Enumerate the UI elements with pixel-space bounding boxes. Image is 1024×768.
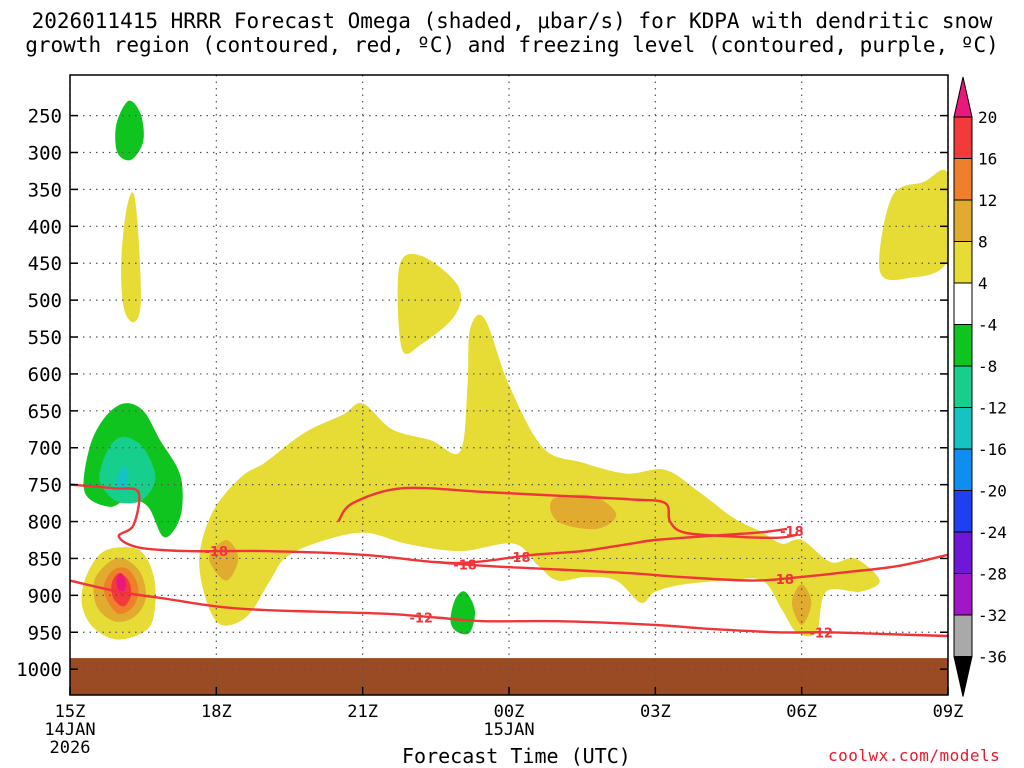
- colorbar-bin: [953, 407, 973, 450]
- y-tick-label: 700: [28, 438, 62, 460]
- colorbar-bin: [953, 324, 973, 367]
- x-tick-sublabel: 2026: [50, 738, 91, 758]
- y-tick-label: 750: [28, 475, 62, 497]
- omega-region-yellow-patch-mid: [397, 253, 462, 355]
- y-tick-label: 300: [28, 143, 62, 165]
- omega-region-yellow-band-left: [199, 314, 880, 637]
- colorbar-label: -20: [978, 482, 1007, 501]
- colorbar-label: -4: [978, 316, 997, 335]
- isotherm-dendritic-0: [70, 483, 788, 565]
- x-tick-label: 09Z: [933, 702, 964, 722]
- contour-label: -18: [453, 558, 477, 573]
- y-tick-label: 250: [28, 106, 62, 128]
- colorbar-bin: [953, 282, 973, 325]
- contour-label: -18: [507, 551, 531, 566]
- source-credit[interactable]: coolwx.com/models: [828, 746, 1001, 765]
- omega-region-teal-blob-left: [99, 436, 156, 504]
- y-tick-label: 450: [28, 253, 62, 275]
- colorbar-label: -24: [978, 523, 1007, 542]
- x-tick-label: 21Z: [347, 702, 378, 722]
- colorbar-bin: [953, 241, 973, 284]
- y-tick-label: 350: [28, 179, 62, 201]
- x-tick-label: 15Z: [55, 702, 86, 722]
- omega-region-orange-patch-3: [791, 584, 812, 625]
- y-tick-label: 500: [28, 290, 62, 312]
- x-tick-label: 18Z: [201, 702, 232, 722]
- y-tick-label: 850: [28, 548, 62, 570]
- omega-region-upper-yellow-column: [121, 192, 141, 323]
- x-axis-title: Forecast Time (UTC): [402, 744, 631, 768]
- isotherm-dendritic-2: [435, 553, 948, 582]
- x-tick-label: 06Z: [786, 702, 817, 722]
- colorbar-label: -12: [978, 399, 1007, 418]
- colorbar-bin: [953, 573, 973, 616]
- chart-title-line-2: growth region (contoured, red, ºC) and f…: [25, 33, 999, 57]
- colorbar-bin: [953, 158, 973, 201]
- omega-shading: [70, 100, 948, 695]
- colorbar-bin: [953, 199, 973, 242]
- colorbar-label: 8: [978, 233, 988, 252]
- omega-region-cyan-core-left: [116, 466, 129, 493]
- y-tick-label: 950: [28, 622, 62, 644]
- omega-region-yellow-patch-right: [879, 169, 948, 281]
- colorbar-bin: [953, 614, 973, 657]
- contour-label: -12: [409, 612, 433, 627]
- x-tick-sublabel: 14JAN: [44, 720, 95, 740]
- colorbar-bin: [953, 116, 973, 159]
- y-tick-label: 800: [28, 512, 62, 534]
- y-tick-label: 400: [28, 216, 62, 238]
- colorbar-bin: [953, 531, 973, 574]
- y-tick-label: 650: [28, 401, 62, 423]
- colorbar-bin: [953, 490, 973, 533]
- colorbar-label: -8: [978, 357, 997, 376]
- colorbar-label: -32: [978, 606, 1007, 625]
- y-tick-label: 600: [28, 364, 62, 386]
- omega-region-orange-patch-2: [550, 494, 617, 530]
- x-tick-label: 00Z: [494, 702, 525, 722]
- isotherm-dendritic-3: [70, 579, 948, 638]
- omega-region-green-blob-small: [450, 591, 476, 635]
- y-axis: 250 300 350 400 450 500 550 600 650 700 750 800 850 9…: [16, 106, 948, 681]
- contour-label: -18: [770, 573, 794, 588]
- x-tick-label: 03Z: [640, 702, 671, 722]
- isotherm-dendritic-1: [337, 486, 798, 540]
- colorbar-bin-top: [953, 76, 973, 118]
- colorbar-label: -28: [978, 565, 1007, 584]
- omega-region-upper-green-blob: [115, 100, 144, 161]
- colorbar-label: 12: [978, 191, 997, 210]
- colorbar-label: -16: [978, 440, 1007, 459]
- contour-label: -18: [780, 525, 804, 540]
- contour-label: -18: [205, 545, 229, 560]
- colorbar-bin-bottom: [953, 656, 973, 697]
- y-tick-label: 900: [28, 585, 62, 607]
- colorbar-label: 16: [978, 150, 997, 169]
- x-tick-sublabel: 15JAN: [483, 720, 534, 740]
- dendritic-isotherms: -18 -18 -18 -18 -18 -12 -12: [70, 483, 948, 641]
- colorbar-label: -36: [978, 648, 1007, 667]
- chart-title-line-1: 2026011415 HRRR Forecast Omega (shaded, …: [31, 9, 993, 33]
- colorbar-bin: [953, 448, 973, 491]
- contour-label: -12: [809, 626, 833, 641]
- omega-region-magenta-core-bottom: [116, 573, 127, 596]
- y-tick-label: 550: [28, 327, 62, 349]
- colorbar-bin: [953, 365, 973, 408]
- colorbar-label: 20: [978, 108, 997, 127]
- colorbar: 20 16 12 8 4 -4 -8 -12 -16 -20 -24 -28 -32 -36: [953, 76, 1007, 697]
- colorbar-label: 4: [978, 274, 988, 293]
- y-tick-label: 1000: [16, 659, 62, 681]
